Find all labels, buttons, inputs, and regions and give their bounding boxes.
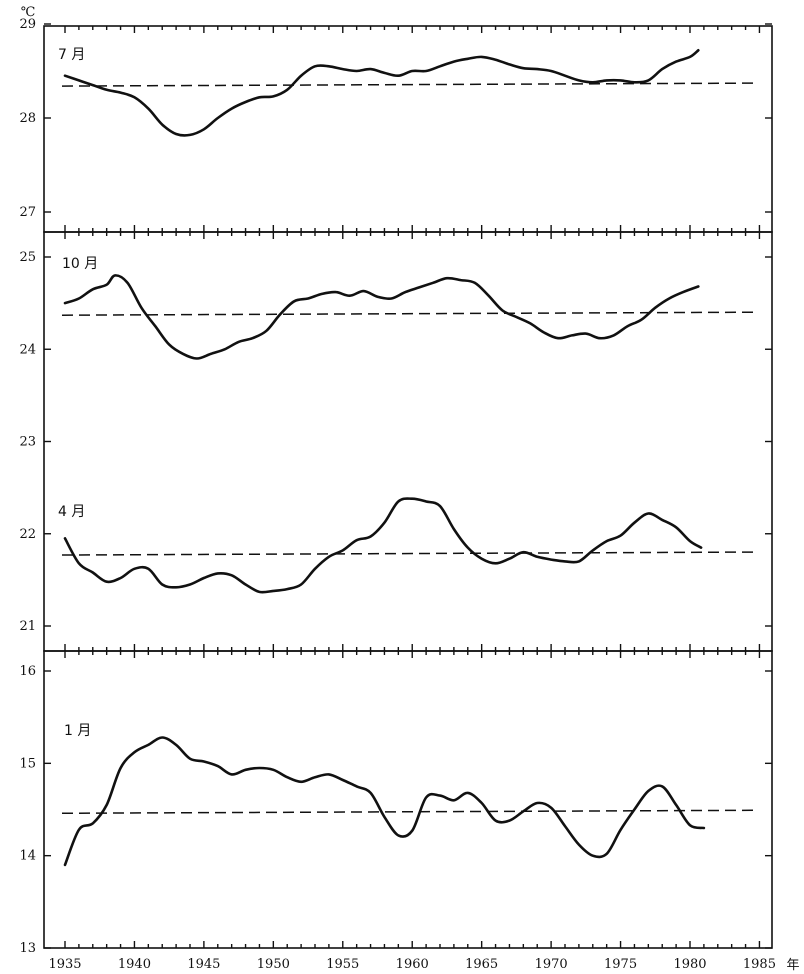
mean-line xyxy=(61,311,759,316)
x-unit-label: 年 xyxy=(786,958,799,973)
y-tick-label: 21 xyxy=(19,619,36,634)
y-tick-label: 28 xyxy=(19,111,36,126)
panel-title: 10 月 xyxy=(62,256,98,272)
section-frame-3 xyxy=(43,650,773,949)
x-tick-label: 1960 xyxy=(396,957,429,972)
x-tick-label: 1940 xyxy=(118,957,151,972)
axis-labels: 29 28 27 25 24 23 22 21 16 15 14 13 1935 1940 1945 1950… xyxy=(19,17,776,972)
y-tick-label: 15 xyxy=(19,756,36,771)
section-frame-1 xyxy=(43,25,773,233)
x-tick-label: 1965 xyxy=(465,957,498,972)
panel-title: 1 月 xyxy=(64,723,91,739)
x-tick-label: 1955 xyxy=(326,957,359,972)
series-line xyxy=(63,49,700,137)
mean-line xyxy=(61,82,759,87)
mean-lines xyxy=(61,82,759,815)
panel-title: 4 月 xyxy=(58,504,85,520)
y-tick-label: 13 xyxy=(19,941,36,956)
series-line xyxy=(63,274,700,360)
y-tick-label: 23 xyxy=(19,435,36,450)
y-unit-label: ℃ xyxy=(21,5,36,20)
x-tick-label: 1970 xyxy=(535,957,568,972)
section-frame-2 xyxy=(43,231,773,652)
mean-line xyxy=(61,809,759,815)
mean-line xyxy=(61,551,759,556)
y-tick-label: 22 xyxy=(19,527,36,542)
series-line xyxy=(63,497,703,594)
y-tick-label: 14 xyxy=(19,849,36,864)
x-tick-label: 1980 xyxy=(673,957,706,972)
y-tick-label: 16 xyxy=(19,664,36,679)
chart-frames xyxy=(43,25,773,949)
x-tick-label: 1950 xyxy=(257,957,290,972)
y-tick-label: 24 xyxy=(19,342,36,357)
x-tick-label: 1985 xyxy=(743,957,776,972)
series-lines xyxy=(63,49,706,867)
y-tick-label: 25 xyxy=(19,250,36,265)
x-tick-label: 1945 xyxy=(187,957,220,972)
series-line xyxy=(63,736,706,867)
axis-ticks xyxy=(44,23,772,949)
panel-title: 7 月 xyxy=(58,47,85,63)
x-tick-label: 1975 xyxy=(604,957,637,972)
y-tick-label: 27 xyxy=(19,205,36,220)
y-tick-label: 29 xyxy=(19,17,36,32)
x-tick-label: 1935 xyxy=(48,957,81,972)
